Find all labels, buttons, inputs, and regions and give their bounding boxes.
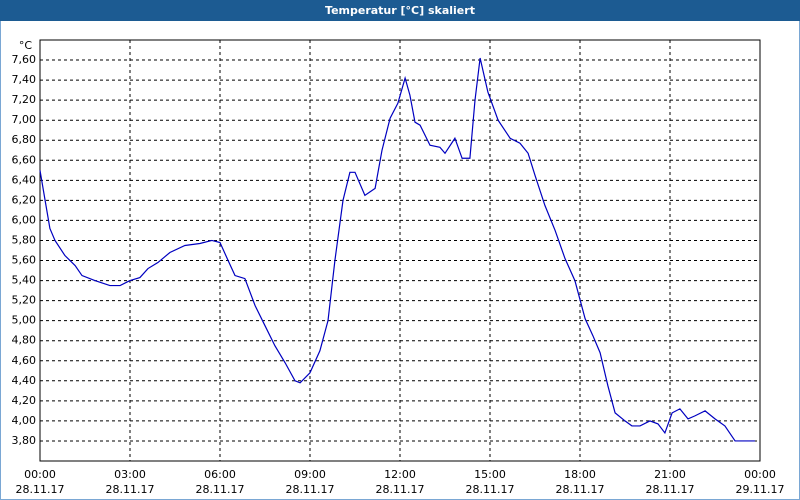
y-tick-label: 5,60	[12, 254, 37, 267]
y-tick-label: 6,60	[12, 153, 37, 166]
x-tick-label: 06:00	[204, 468, 236, 481]
chart-title: Temperatur [°C] skaliert	[325, 4, 475, 17]
x-tick-date: 29.11.17	[736, 483, 785, 496]
x-tick-date: 28.11.17	[106, 483, 155, 496]
y-tick-label: 7,40	[12, 73, 37, 86]
x-tick-date: 28.11.17	[376, 483, 425, 496]
x-tick-date: 28.11.17	[466, 483, 515, 496]
y-tick-label: 5,20	[12, 294, 37, 307]
y-tick-label: 7,00	[12, 113, 37, 126]
y-tick-label: 7,20	[12, 93, 37, 106]
y-tick-label: 6,80	[12, 133, 37, 146]
y-tick-label: 6,40	[12, 173, 37, 186]
x-tick-label: 15:00	[474, 468, 506, 481]
y-tick-label: 4,60	[12, 354, 37, 367]
y-tick-label: 7,60	[12, 53, 37, 66]
temperature-line	[39, 57, 755, 442]
y-tick-label: 5,00	[12, 314, 37, 327]
x-tick-date: 28.11.17	[646, 483, 695, 496]
y-tick-label: 5,80	[12, 233, 37, 246]
x-tick-label: 09:00	[294, 468, 326, 481]
y-tick-label: 5,40	[12, 274, 37, 287]
x-tick-date: 28.11.17	[556, 483, 605, 496]
y-tick-label: 4,40	[12, 374, 37, 387]
title-bar	[0, 0, 800, 21]
x-tick-label: 18:00	[564, 468, 596, 481]
y-tick-label: 3,80	[12, 434, 37, 447]
x-tick-label: 03:00	[114, 468, 146, 481]
y-unit: °C	[19, 39, 33, 52]
y-tick-label: 4,20	[12, 394, 37, 407]
y-tick-label: 4,80	[12, 334, 37, 347]
y-tick-label: 6,00	[12, 213, 37, 226]
x-tick-date: 28.11.17	[196, 483, 245, 496]
x-tick-date: 28.11.17	[286, 483, 335, 496]
y-tick-label: 6,20	[12, 193, 37, 206]
x-tick-label: 12:00	[384, 468, 416, 481]
y-tick-label: 4,00	[12, 414, 37, 427]
x-tick-date: 28.11.17	[16, 483, 65, 496]
x-tick-label: 00:00	[744, 468, 776, 481]
x-tick-label: 21:00	[654, 468, 686, 481]
x-tick-label: 00:00	[24, 468, 56, 481]
